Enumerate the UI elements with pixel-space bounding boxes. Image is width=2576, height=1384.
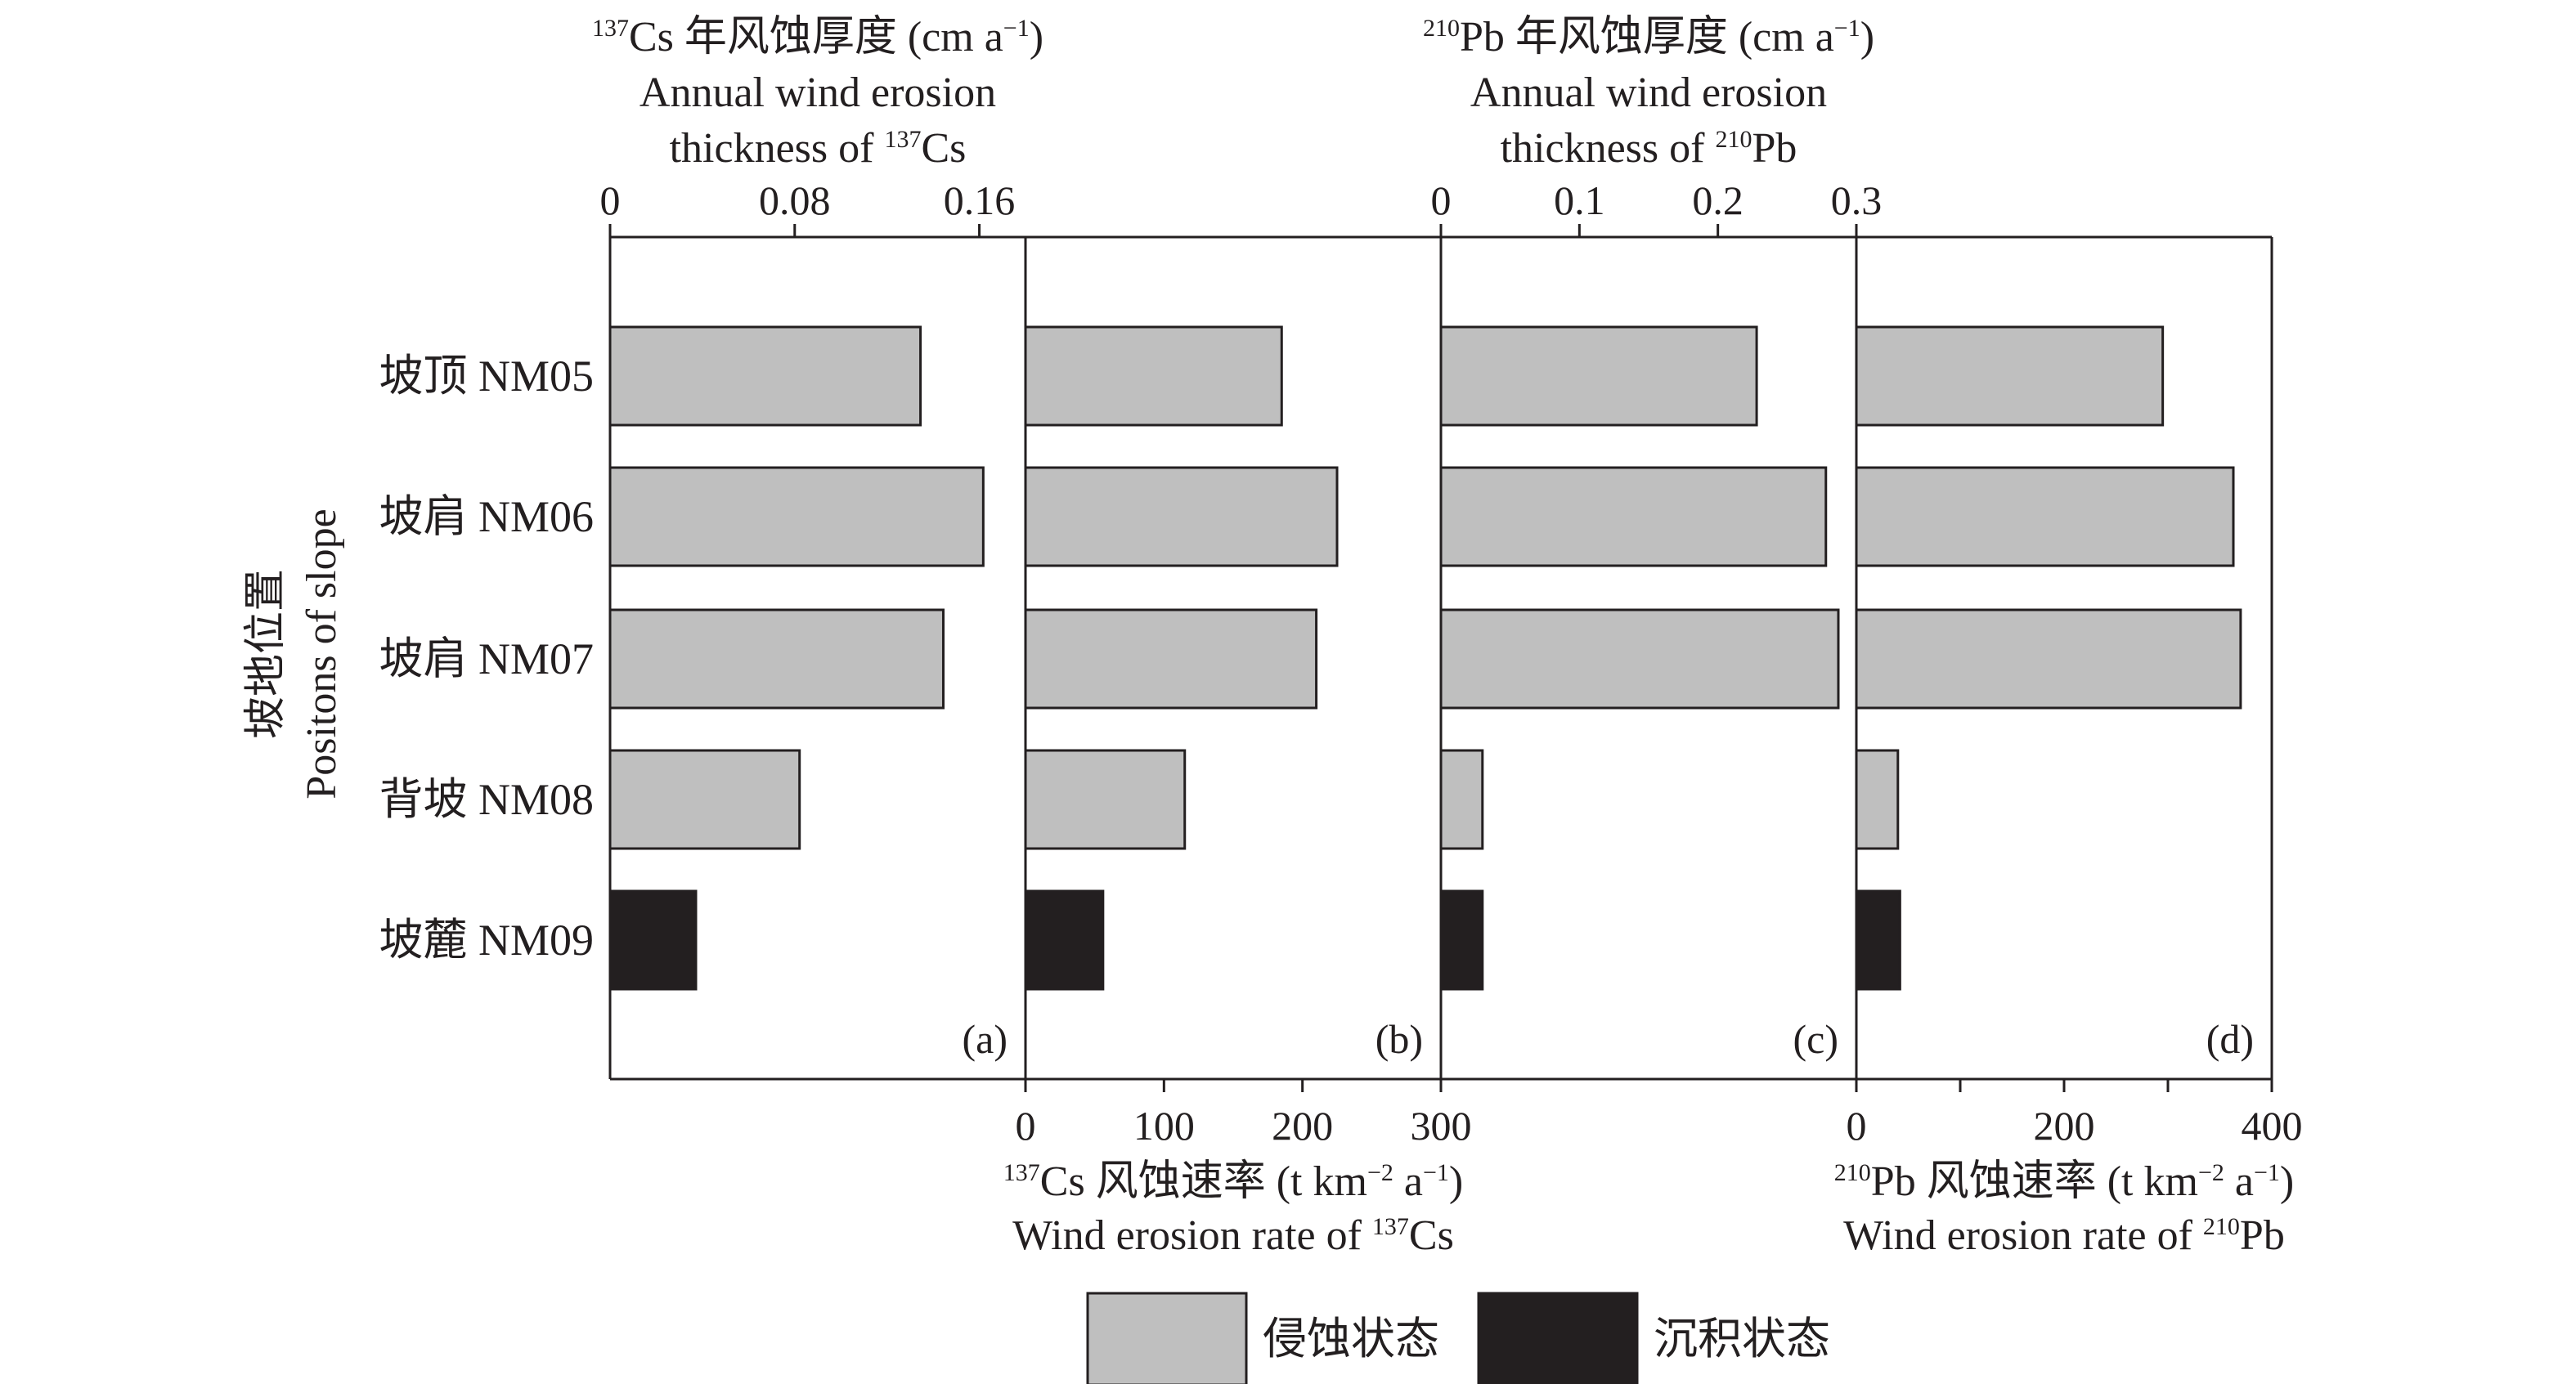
y-axis-title-en: Positons of slope xyxy=(298,508,345,799)
panel-label-1: (a) xyxy=(963,1016,1008,1062)
panel-4: 0 200 400 (d) 210Pb 风蚀速率 (t km−2 a−1) Wind er… xyxy=(1834,237,2303,1259)
erosion-bar-1-2 xyxy=(608,466,985,567)
tick-label-3-1: 0 xyxy=(1431,177,1452,223)
erosion-bar-3-1 xyxy=(1439,325,1758,427)
tick-label-3-3: 0.2 xyxy=(1692,177,1744,223)
y-axis-title: 坡地位置 Positons of slope xyxy=(243,508,345,799)
erosion-bar-4-1 xyxy=(1855,325,2165,427)
axis-title-en-line2-3: thickness of 210Pb xyxy=(1501,125,1797,172)
axis-title-en-line1-3: Annual wind erosion xyxy=(1470,69,1827,116)
erosion-bar-3-2 xyxy=(1439,466,1828,567)
erosion-bar-1-4 xyxy=(608,749,801,850)
panel-label-3: (c) xyxy=(1793,1016,1839,1062)
axis-title-en-2: Wind erosion rate of 137Cs xyxy=(1012,1212,1454,1259)
category-label-3: 坡肩 NM07 xyxy=(379,634,594,683)
legend-label-2: 沉积状态 xyxy=(1654,1315,1830,1364)
legend: 侵蚀状态 沉积状态 xyxy=(1086,1292,1830,1384)
chart-panels: 0 0.08 0.16 (a) 137Cs 年风蚀厚度 (cm a−1) Annual w… xyxy=(592,14,2303,1259)
deposition-bar-2-5 xyxy=(1024,889,1105,991)
axis-title-en-line2-1: thickness of 137Cs xyxy=(670,125,967,172)
tick-label-4-1: 0 xyxy=(1847,1103,1867,1149)
deposition-bar-1-5 xyxy=(608,889,698,991)
legend-swatch-1 xyxy=(1086,1292,1248,1384)
erosion-bar-4-3 xyxy=(1855,608,2242,710)
panel-2: 0 100 200 300 (b) 137Cs 风蚀速率 (t km−2 a−1) Wind… xyxy=(1003,237,1472,1259)
tick-label-1-1: 0 xyxy=(600,177,621,223)
deposition-bar-4-5 xyxy=(1855,889,1901,991)
tick-label-3-4: 0.3 xyxy=(1831,177,1883,223)
panel-label-4: (d) xyxy=(2206,1016,2254,1062)
erosion-bar-1-1 xyxy=(608,325,922,427)
erosion-bar-2-1 xyxy=(1024,325,1283,427)
category-label-2: 坡肩 NM06 xyxy=(379,492,594,541)
tick-label-3-2: 0.1 xyxy=(1554,177,1605,223)
panel-1: 0 0.08 0.16 (a) 137Cs 年风蚀厚度 (cm a−1) Annual w… xyxy=(592,14,1043,1079)
panel-3: 0 0.1 0.2 0.3 (c) 210Pb 年风蚀厚度 (cm a−1) Annual … xyxy=(1423,14,1882,1079)
erosion-bar-1-3 xyxy=(608,608,945,710)
legend-swatch-2 xyxy=(1477,1292,1639,1384)
tick-label-1-3: 0.16 xyxy=(944,177,1016,223)
tick-label-4-2: 200 xyxy=(2034,1103,2095,1149)
axis-title-en-4: Wind erosion rate of 210Pb xyxy=(1843,1212,2285,1259)
erosion-bar-3-4 xyxy=(1439,749,1484,850)
axis-title-zh-2: 137Cs 风蚀速率 (t km−2 a−1) xyxy=(1003,1158,1463,1205)
tick-label-2-3: 200 xyxy=(1272,1103,1333,1149)
erosion-bar-3-3 xyxy=(1439,608,1840,710)
category-label-5: 坡麓 NM09 xyxy=(379,916,594,965)
tick-label-1-2: 0.08 xyxy=(759,177,831,223)
category-label-1: 坡顶 NM05 xyxy=(379,352,594,401)
panel-label-2: (b) xyxy=(1376,1016,1423,1062)
erosion-bar-4-2 xyxy=(1855,466,2235,567)
axis-title-zh-1: 137Cs 年风蚀厚度 (cm a−1) xyxy=(592,14,1043,60)
axis-title-en-line1-1: Annual wind erosion xyxy=(640,69,996,116)
tick-label-2-4: 300 xyxy=(1411,1103,1472,1149)
erosion-bar-4-4 xyxy=(1855,749,1900,850)
legend-label-1: 侵蚀状态 xyxy=(1263,1315,1439,1364)
y-axis-title-zh: 坡地位置 xyxy=(243,569,289,739)
category-label-4: 背坡 NM08 xyxy=(379,775,594,824)
erosion-bar-2-2 xyxy=(1024,466,1339,567)
tick-label-4-3: 400 xyxy=(2242,1103,2303,1149)
deposition-bar-3-5 xyxy=(1439,889,1484,991)
erosion-bar-2-4 xyxy=(1024,749,1187,850)
category-labels: 坡顶 NM05 坡肩 NM06 坡肩 NM07 背坡 NM08 坡麓 NM09 xyxy=(379,352,594,965)
tick-label-2-1: 0 xyxy=(1016,1103,1036,1149)
tick-label-2-2: 100 xyxy=(1133,1103,1195,1149)
axis-title-zh-3: 210Pb 年风蚀厚度 (cm a−1) xyxy=(1423,14,1874,60)
axis-title-zh-4: 210Pb 风蚀速率 (t km−2 a−1) xyxy=(1834,1158,2294,1205)
erosion-bar-2-3 xyxy=(1024,608,1318,710)
